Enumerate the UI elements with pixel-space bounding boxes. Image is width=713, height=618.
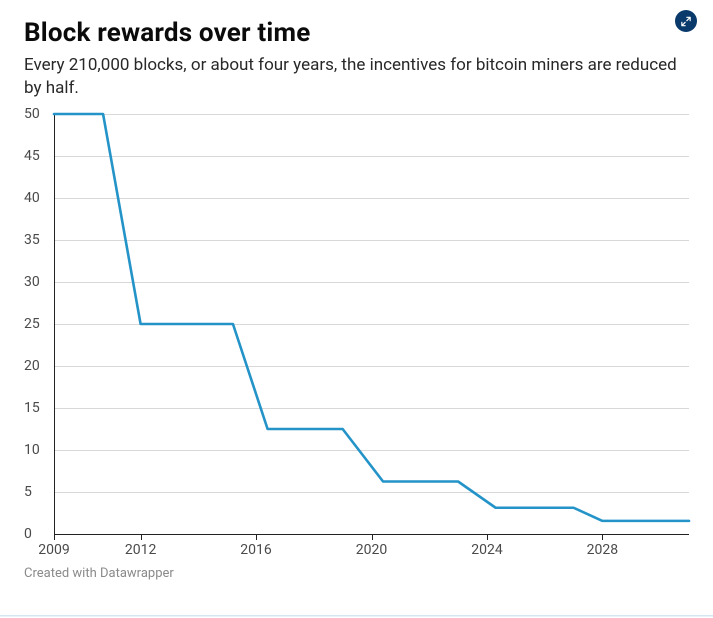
chart-line <box>24 114 689 536</box>
page-subtitle: Every 210,000 blocks, or about four year… <box>24 54 689 100</box>
x-axis-label: 2028 <box>587 542 618 558</box>
x-axis-label: 2016 <box>240 542 271 558</box>
chart-area: 0510152025303540455020092012201620202024… <box>24 114 689 556</box>
x-axis-label: 2024 <box>471 542 502 558</box>
bottom-divider <box>0 615 713 616</box>
x-axis-label: 2020 <box>356 542 387 558</box>
chart-footer: Created with Datawrapper <box>24 566 689 581</box>
x-axis-label: 2012 <box>125 542 156 558</box>
page-title: Block rewards over time <box>24 18 689 48</box>
expand-button[interactable] <box>675 10 697 32</box>
x-axis-label: 2009 <box>38 542 69 558</box>
expand-icon <box>681 16 691 27</box>
series-block_reward <box>54 114 689 521</box>
